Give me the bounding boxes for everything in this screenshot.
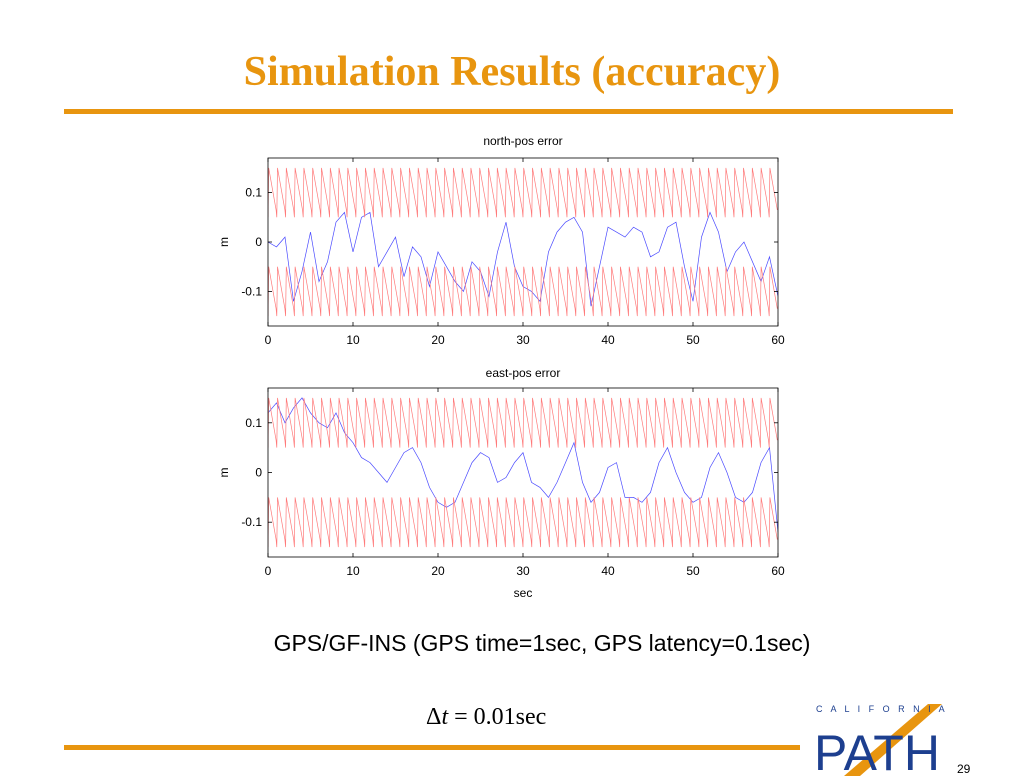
- footer-rule: [64, 745, 800, 750]
- delta-symbol: Δ: [426, 704, 442, 730]
- logo-top-text: C A L I F O R N I A: [816, 704, 948, 714]
- x-tick-label: 40: [601, 564, 615, 578]
- y-axis-label: m: [217, 468, 231, 478]
- y-tick-label: 0.1: [245, 416, 262, 430]
- x-tick-label: 20: [431, 333, 445, 347]
- y-tick-label: 0: [255, 235, 262, 249]
- y-axis-label: m: [217, 237, 231, 247]
- x-axis-label: sec: [514, 586, 533, 600]
- chart-panel-1: north-pos error m 0 10 20 30 40 50 60 0.1 0 -0.1: [217, 134, 785, 347]
- x-tick-label: 30: [516, 333, 530, 347]
- california-path-logo: C A L I F O R N I A PATH: [814, 704, 948, 781]
- page-number: 29: [957, 762, 971, 776]
- plot-area: [268, 397, 778, 548]
- logo-main-text: PATH: [814, 725, 940, 781]
- x-tick-label: 60: [771, 333, 785, 347]
- x-tick-label: 10: [346, 333, 360, 347]
- x-tick-label: 60: [771, 564, 785, 578]
- series-line-3: [268, 266, 778, 317]
- time-step-formula: Δt = 0.01sec: [426, 704, 546, 731]
- series-line-3: [268, 497, 778, 548]
- x-tick-label: 50: [686, 333, 700, 347]
- y-tick-label: -0.1: [241, 515, 262, 529]
- chart-title: east-pos error: [486, 366, 561, 380]
- x-tick-label: 20: [431, 564, 445, 578]
- title-underline: [64, 109, 953, 114]
- logo-swoosh: [844, 704, 942, 776]
- slide-title: Simulation Results (accuracy): [243, 49, 781, 95]
- x-tick-label: 30: [516, 564, 530, 578]
- series-line-2: [268, 397, 778, 448]
- chart-title: north-pos error: [483, 134, 562, 148]
- series-line-1: [268, 211, 778, 307]
- y-tick-label: 0: [255, 466, 262, 480]
- plot-area: [268, 167, 778, 317]
- x-tick-label: 40: [601, 333, 615, 347]
- equals-sign: =: [454, 704, 468, 730]
- y-tick-label: -0.1: [241, 284, 262, 298]
- x-tick-label: 0: [265, 333, 272, 347]
- time-variable: t: [441, 704, 449, 730]
- time-step-value: 0.01sec: [473, 704, 547, 730]
- y-tick-label: 0.1: [245, 186, 262, 200]
- x-tick-label: 50: [686, 564, 700, 578]
- figure-caption: GPS/GF-INS (GPS time=1sec, GPS latency=0…: [273, 630, 811, 656]
- chart-panel-2: east-pos error m 0 10 20 30 40 50 60 0.1 0 -0.1 sec: [217, 366, 785, 600]
- x-tick-label: 0: [265, 564, 272, 578]
- series-line-2: [268, 167, 778, 218]
- series-line-1: [268, 397, 778, 533]
- x-tick-label: 10: [346, 564, 360, 578]
